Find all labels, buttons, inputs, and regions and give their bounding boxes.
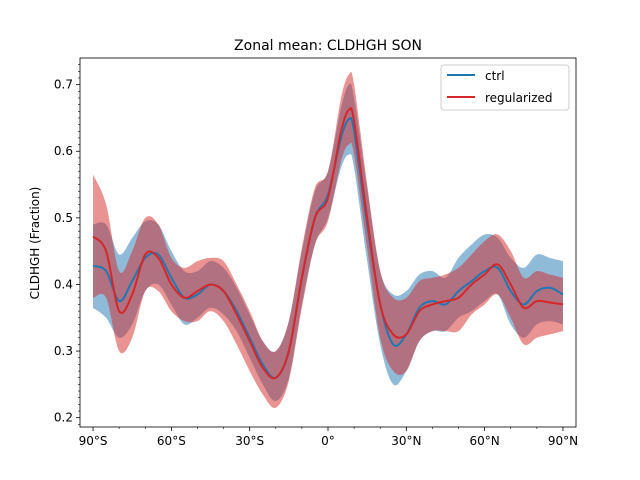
x-tick-label: 30°S	[235, 434, 264, 448]
x-tick-label: 90°S	[79, 434, 108, 448]
confidence-bands	[93, 71, 563, 409]
x-tick-label: 60°N	[470, 434, 500, 448]
band-regularized	[93, 71, 563, 409]
y-tick-label: 0.3	[54, 344, 73, 358]
y-tick-label: 0.5	[54, 211, 73, 225]
chart-title: Zonal mean: CLDHGH SON	[234, 38, 422, 54]
y-axis: 0.2 0.3 0.4 0.5 0.6 0.7	[54, 64, 80, 425]
series-lines	[92, 107, 564, 380]
y-tick-label: 0.6	[54, 144, 73, 158]
y-axis-label: CLDHGH (Fraction)	[28, 187, 42, 300]
line-regularized	[92, 107, 564, 380]
legend-label-ctrl: ctrl	[485, 69, 505, 83]
legend: ctrl regularized	[440, 64, 570, 111]
y-tick-label: 0.4	[54, 277, 73, 291]
x-tick-label: 60°S	[157, 434, 186, 448]
x-axis: 90°S 60°S 30°S 0° 30°N 60°N 90°N	[79, 427, 578, 448]
legend-frame	[440, 64, 570, 111]
legend-label-regularized: regularized	[485, 91, 553, 105]
y-tick-label: 0.2	[54, 411, 73, 425]
x-tick-label: 0°	[321, 434, 335, 448]
y-tick-label: 0.7	[54, 78, 73, 92]
x-tick-label: 90°N	[548, 434, 578, 448]
x-tick-label: 30°N	[391, 434, 421, 448]
